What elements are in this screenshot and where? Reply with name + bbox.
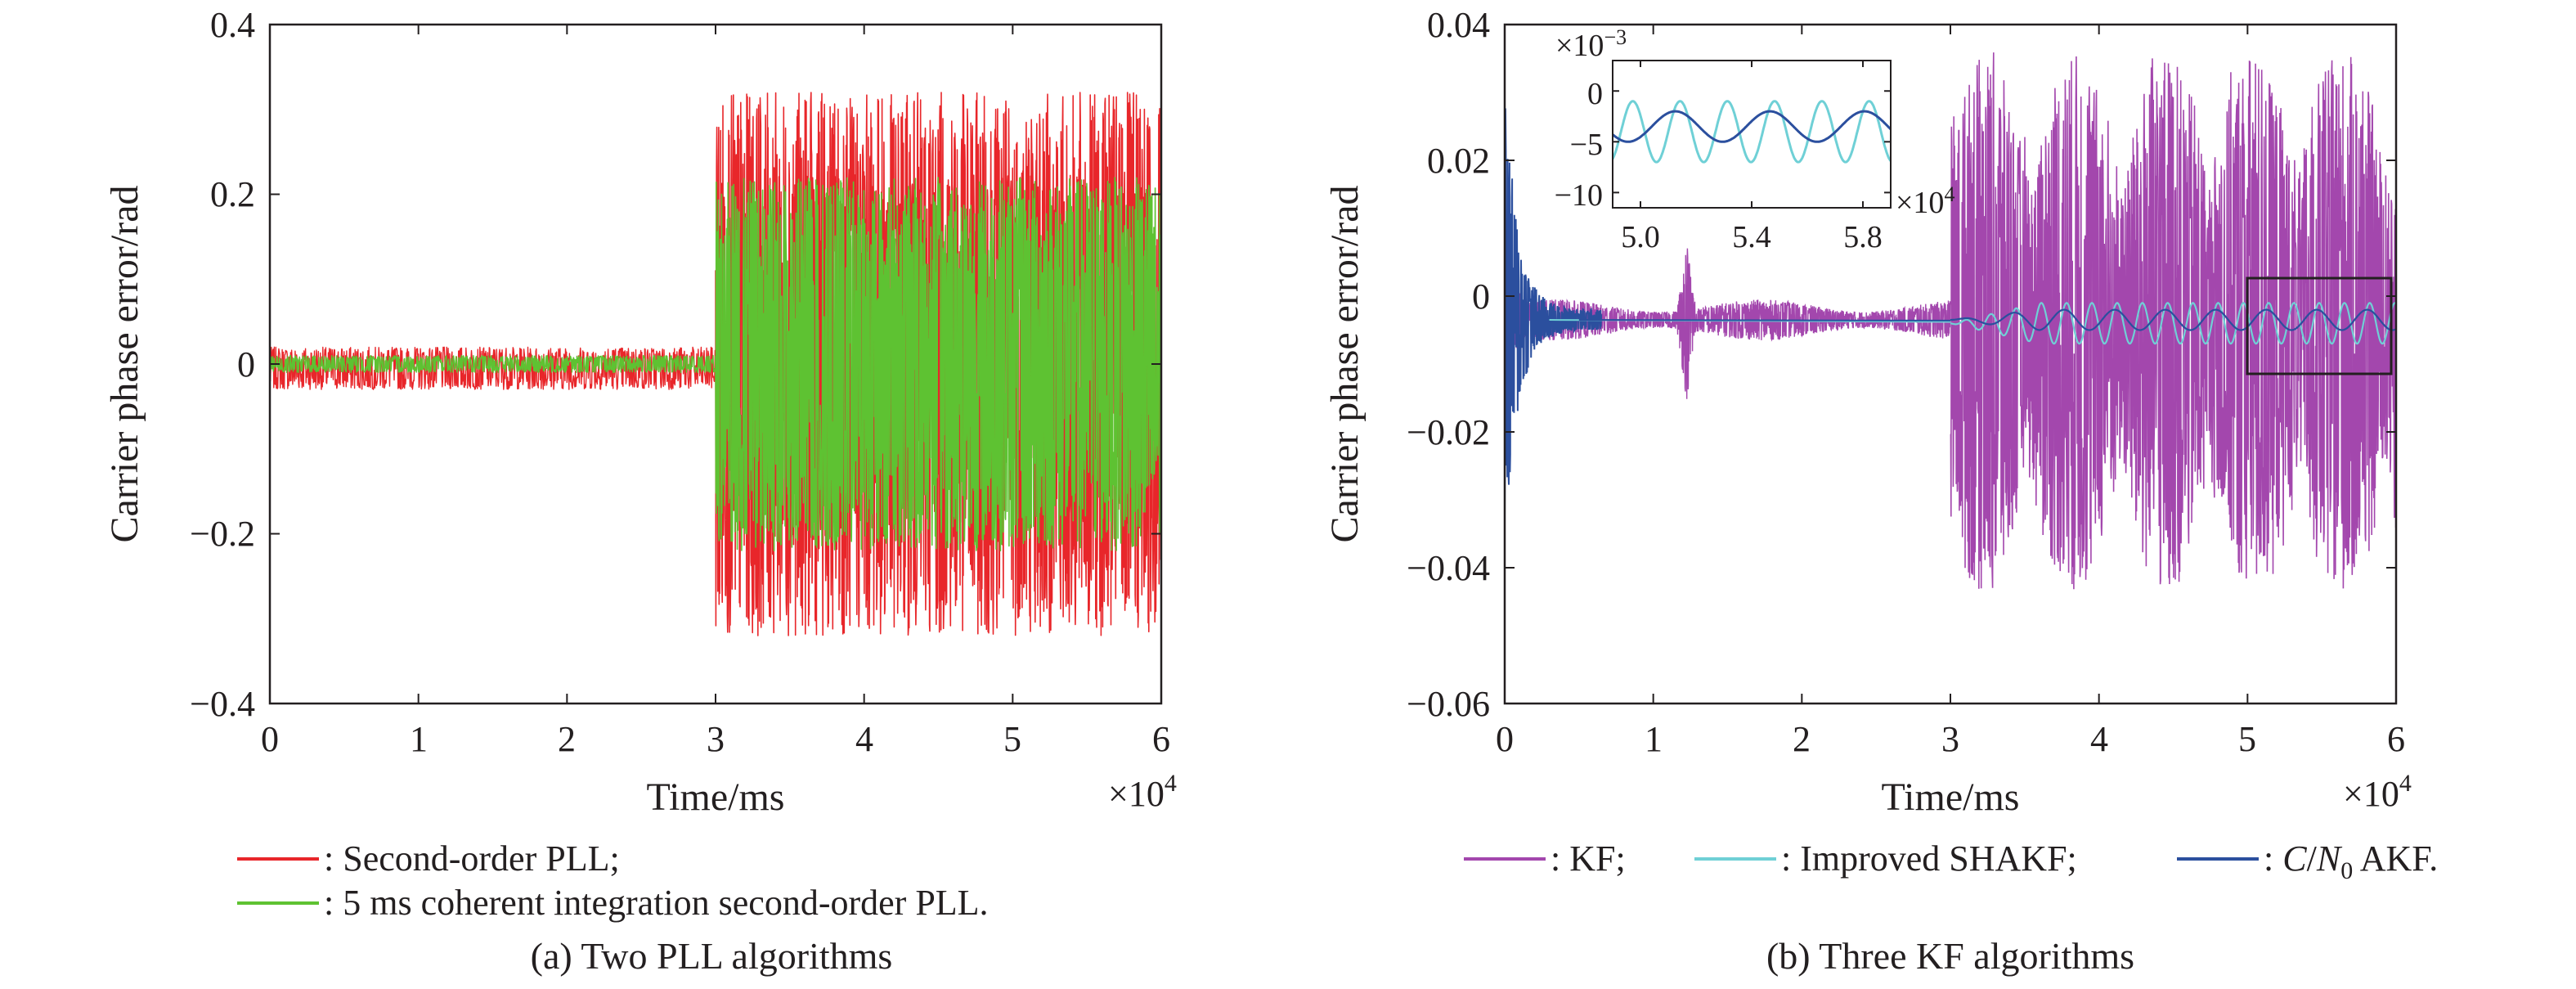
panel-b-inset-ytick-2: −10 xyxy=(1555,178,1603,213)
panel-b-inset-ticks xyxy=(1613,61,1891,208)
panel-b-xtick-3: 3 xyxy=(1941,719,1959,759)
panel-b-x-multiplier: ×104 xyxy=(2343,770,2412,814)
panel-b-inset-xtick-0: 5.0 xyxy=(1621,220,1660,254)
panel-b-inset-xtick-1: 5.4 xyxy=(1732,220,1771,254)
panel-b-legend-label-0: : KF; xyxy=(1551,838,1626,879)
panel-a-ytick-1: 0.2 xyxy=(210,174,255,214)
panel-b-ytick-0: 0.04 xyxy=(1427,5,1490,45)
panel-b-inset-x-multiplier: ×104 xyxy=(1896,182,1954,220)
panel-a: 0 1 2 3 4 5 6 0.4 0.2 0 −0.2 −0.4 ×104 T… xyxy=(103,5,1177,977)
panel-a-x-multiplier: ×104 xyxy=(1108,770,1177,814)
panel-a-plot-area xyxy=(270,92,1161,636)
panel-b-plot-area xyxy=(1505,52,2396,590)
panel-a-series-1-segment-0 xyxy=(270,354,716,374)
panel-b-xtick-1: 1 xyxy=(1645,719,1663,759)
panel-a-ytick-2: 0 xyxy=(237,344,255,384)
panel-a-traces xyxy=(270,92,1161,636)
panel-a-legend-label-1: : 5 ms coherent integration second-order… xyxy=(324,883,989,923)
panel-b-ytick-5: −0.06 xyxy=(1407,684,1490,724)
panel-b-series-1-osc xyxy=(1950,302,2396,345)
panel-b-inset-series-1 xyxy=(1613,100,1891,164)
panel-b-ytick-4: −0.04 xyxy=(1407,548,1490,588)
panel-b-legend-label-2: : C/N0 AKF. xyxy=(2264,838,2438,884)
panel-b-series-0-loud xyxy=(1950,52,2396,590)
panel-a-xtick-0: 0 xyxy=(261,719,279,759)
panel-b-series-2-transient xyxy=(1505,108,1603,516)
panel-b-xlabel: Time/ms xyxy=(1882,775,2020,819)
panel-a-ylabel: Carrier phase error/rad xyxy=(103,185,146,542)
panel-a-xtick-6: 6 xyxy=(1152,719,1170,759)
panel-b-series-2-osc xyxy=(1950,308,2396,331)
panel-b-inset-ytick-0: 0 xyxy=(1587,77,1603,111)
panel-b-traces xyxy=(1505,52,2396,590)
panel-b-ytick-2: 0 xyxy=(1472,276,1490,317)
panel-a-legend-label-0: : Second-order PLL; xyxy=(324,838,620,879)
panel-b-xtick-5: 5 xyxy=(2238,719,2256,759)
panel-b-ylabel: Carrier phase error/rad xyxy=(1323,185,1367,542)
panel-b-legend-label-1: : Improved SHAKF; xyxy=(1781,838,2077,879)
panel-b: 0 1 2 3 4 5 6 0.04 0.02 0 −0.02 −0.04 −0… xyxy=(1323,5,2438,977)
panel-a-ticks xyxy=(269,24,1162,704)
panel-b-inset-ytick-1: −5 xyxy=(1570,128,1603,162)
panel-b-series-0-quiet xyxy=(1505,248,1951,399)
panel-a-ytick-0: 0.4 xyxy=(210,5,255,45)
panel-b-inset-y-multiplier: ×10−3 xyxy=(1555,25,1627,63)
panel-a-xtick-2: 2 xyxy=(558,719,576,759)
panel-b-xtick-4: 4 xyxy=(2090,719,2108,759)
panel-b-xtick-0: 0 xyxy=(1496,719,1514,759)
panel-a-ytick-4: −0.4 xyxy=(190,684,255,724)
panel-b-inset-background xyxy=(1613,61,1891,208)
panel-b-zoom-box xyxy=(2246,276,2393,375)
panel-a-series-1-segment-1 xyxy=(715,177,1161,551)
panel-b-ytick-1: 0.02 xyxy=(1427,141,1490,181)
panel-b-inset-series-2 xyxy=(1613,110,1891,143)
panel-b-xtick-2: 2 xyxy=(1793,719,1811,759)
panel-a-xtick-3: 3 xyxy=(707,719,725,759)
panel-b-series-2-flat xyxy=(1578,319,1951,321)
panel-a-ytick-3: −0.2 xyxy=(190,514,255,554)
panel-b-inset: ×10−3 0 −5 −10 5.0 5.4 5.8 ×104 xyxy=(1555,25,1955,254)
panel-b-ytick-3: −0.02 xyxy=(1407,412,1490,452)
panel-b-xtick-6: 6 xyxy=(2387,719,2405,759)
panel-b-inset-xtick-2: 5.8 xyxy=(1843,220,1883,254)
panel-a-xtick-1: 1 xyxy=(410,719,428,759)
panel-a-xtick-4: 4 xyxy=(855,719,873,759)
panel-b-caption: (b) Three KF algorithms xyxy=(1766,935,2134,977)
panel-a-xtick-5: 5 xyxy=(1003,719,1021,759)
panel-a-caption: (a) Two PLL algorithms xyxy=(531,935,893,977)
panel-a-xlabel: Time/ms xyxy=(647,775,785,819)
panel-b-inset-traces xyxy=(1613,100,1891,164)
